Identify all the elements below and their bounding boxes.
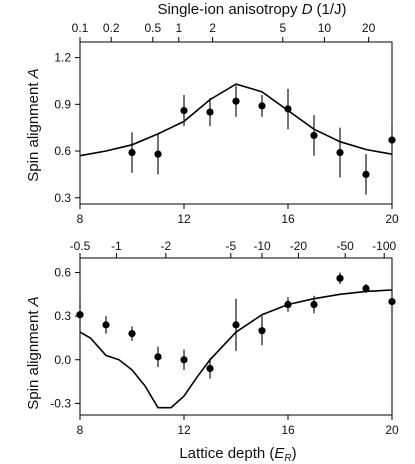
data-point <box>310 300 318 309</box>
top-tick-label: -2 <box>160 239 171 253</box>
top-tick-label: 5 <box>279 21 286 35</box>
panel1-y-axis-title: Spin alignment A <box>25 68 42 181</box>
data-point <box>336 274 344 282</box>
y-tick-label: 0.3 <box>54 191 71 205</box>
x-tick-label: 20 <box>385 423 399 437</box>
top-tick-label: -1 <box>111 239 122 253</box>
y-tick-label: 0.6 <box>54 266 71 280</box>
top-tick-label: -0.5 <box>70 239 91 253</box>
y-tick-label: 0.0 <box>54 353 71 367</box>
data-point <box>232 321 240 329</box>
y-tick-label: 0.9 <box>54 97 71 111</box>
model-curve <box>79 83 393 157</box>
data-point <box>232 97 240 105</box>
top-tick-label: -50 <box>337 239 355 253</box>
data-point <box>310 131 318 140</box>
top-tick-label: -10 <box>253 239 271 253</box>
top-tick-label: 0.1 <box>72 21 89 35</box>
top-tick-label: 20 <box>362 21 376 35</box>
y-tick-label: 0.3 <box>54 309 71 323</box>
top-tick-label: -20 <box>290 239 308 253</box>
data-point <box>388 298 396 306</box>
plot-frame <box>79 41 393 205</box>
data-point <box>362 170 370 179</box>
data-point <box>206 108 214 116</box>
data-point <box>180 106 188 115</box>
x-tick-label: 16 <box>281 212 295 226</box>
x-tick-label: 16 <box>281 423 295 437</box>
plot-frame <box>79 257 393 416</box>
top-tick-label: 0.5 <box>144 21 161 35</box>
x-tick-label: 8 <box>77 423 84 437</box>
top-tick-label: -5 <box>225 239 236 253</box>
y-tick-label: -0.3 <box>50 396 71 410</box>
x-axis-title: Lattice depth (ER) <box>179 445 296 464</box>
data-point <box>76 311 84 319</box>
top-tick-label: -100 <box>372 239 396 253</box>
data-point <box>128 329 136 338</box>
data-point <box>362 284 370 293</box>
top-tick-label: 10 <box>318 21 332 35</box>
x-tick-label: 20 <box>385 212 399 226</box>
panel2-y-axis-title: Spin alignment A <box>25 296 42 409</box>
data-point <box>284 105 292 113</box>
y-tick-label: 1.2 <box>54 51 71 65</box>
data-point <box>388 136 396 144</box>
panel-anisotropy: 8 12 16 200.30.60.91.20.1 0.2 0.5 1 2 5 10 20 <box>54 21 399 226</box>
data-point <box>128 148 136 157</box>
data-point <box>102 321 110 329</box>
x-tick-label: 12 <box>177 423 191 437</box>
y-tick-label: 0.6 <box>54 144 71 158</box>
data-point <box>180 356 188 364</box>
top-tick-label: 1 <box>175 21 182 35</box>
data-point <box>258 327 266 335</box>
data-point <box>154 150 162 158</box>
data-point <box>206 364 214 373</box>
data-point <box>154 353 162 361</box>
top-tick-label: 0.2 <box>103 21 120 35</box>
data-point <box>258 102 266 110</box>
x-tick-label: 8 <box>77 212 84 226</box>
data-point <box>336 148 344 157</box>
panel-lattice-depth: 8 12 16 20 -0.3 0.0 0.3 0.6 -0.5 -1 -2 -5 -10 -20 -50 -… <box>50 239 399 437</box>
top-tick-label: 2 <box>209 21 216 35</box>
model-curve <box>79 289 393 409</box>
x-tick-label: 12 <box>177 212 191 226</box>
top-axis-title: Single-ion anisotropy D (1/J) <box>157 1 346 18</box>
